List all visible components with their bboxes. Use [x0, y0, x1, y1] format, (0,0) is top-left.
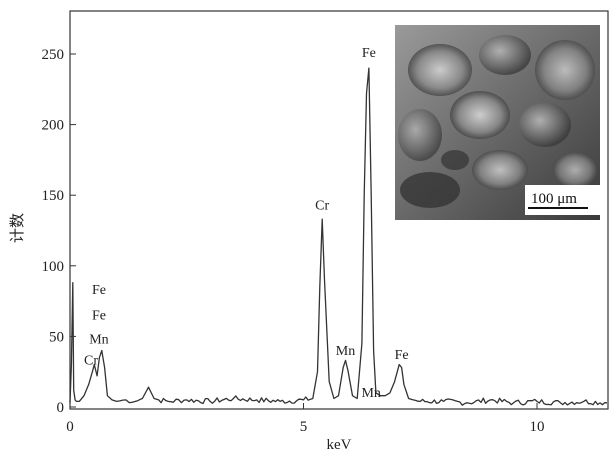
peak-label: Fe: [395, 348, 409, 363]
x-axis: 0 5 10: [66, 403, 545, 435]
plot-frame: [69, 10, 609, 410]
peak-label: Mn: [361, 386, 380, 401]
y-tick-label: 150: [42, 188, 65, 204]
peak-label: Mn: [336, 344, 355, 359]
sem-micrograph-inset: 100 μm: [395, 25, 600, 220]
x-tick-label: 5: [300, 419, 308, 435]
x-axis-title: keV: [327, 437, 352, 453]
peak-label: Fe: [362, 46, 376, 61]
x-tick-label: 0: [66, 419, 74, 435]
scale-bar-label: 100 μm: [531, 191, 577, 207]
peak-label: Fe: [92, 308, 106, 323]
y-tick-label: 250: [42, 47, 65, 63]
peak-label: Fe: [92, 283, 106, 298]
y-tick-label: 0: [57, 400, 65, 416]
peak-label: Cr: [315, 198, 329, 213]
y-tick-label: 50: [49, 329, 64, 345]
x-tick-label: 10: [530, 419, 545, 435]
y-axis: 0 50 100 150 200 250: [42, 47, 76, 416]
y-tick-label: 200: [42, 118, 65, 134]
peak-label: Mn: [89, 332, 108, 347]
peak-label: Cr: [84, 354, 98, 369]
spectrum-line: [69, 67, 608, 406]
peak-annotations: Fe Fe Mn Cr Cr Fe Mn Mn Fe: [84, 46, 409, 401]
y-axis-title: 计数: [9, 213, 26, 243]
y-tick-label: 100: [42, 259, 65, 275]
